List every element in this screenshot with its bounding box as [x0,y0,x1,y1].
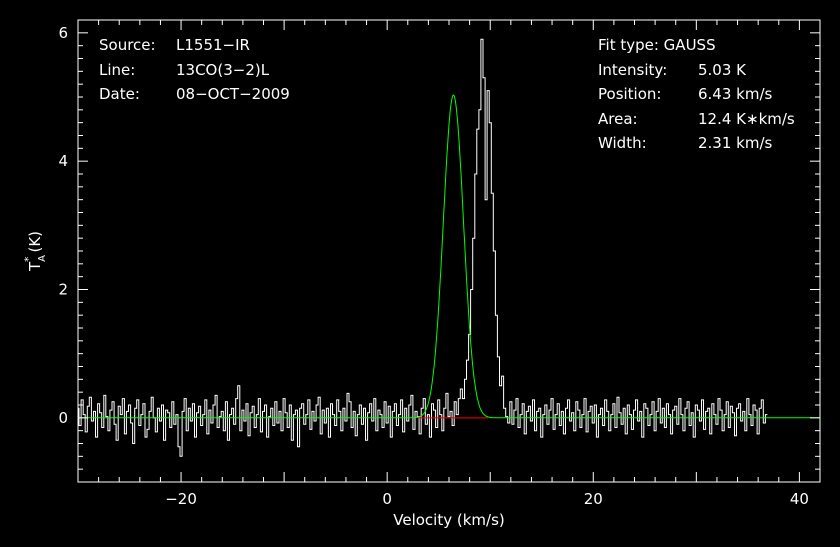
svg-text:TA*(K): TA* (K) [22,231,48,272]
info-left-key: Line: [99,61,135,79]
y-axis-label-sub: A [37,255,48,262]
y-axis-label: TA* (K) [22,231,48,272]
gaussian-fit-line [78,94,820,419]
ticks-layer: −20 0 20 40 0 2 4 6 [58,19,821,508]
info-right-key: Intensity: [598,61,667,79]
y-tick-label: 2 [58,281,68,299]
x-axis-label: Velocity (km/s) [393,511,504,529]
info-left-value: 08−OCT−2009 [176,85,290,103]
fit-type-label: Fit type: GAUSS [598,36,716,54]
info-right-key: Width: [598,134,647,152]
y-axis-label-symbol: T [26,261,44,272]
series-layer [78,38,820,457]
info-panel-right: Fit type: GAUSS Intensity: 5.03 K Positi… [598,36,795,152]
y-tick-label: 4 [58,152,68,170]
y-tick-label: 0 [58,409,68,427]
x-tick-label: −20 [165,490,197,508]
info-left-value: 13CO(3−2)L [176,61,270,79]
x-tick-label: 0 [382,490,392,508]
info-left-value: L1551−IR [176,36,250,54]
y-axis-label-unit: (K) [26,231,44,253]
info-panel-left: Source: L1551−IR Line: 13CO(3−2)L Date: … [99,36,290,103]
info-right-value: 12.4 K∗km/s [698,110,795,128]
info-left-key: Date: [99,85,140,103]
info-right-key: Position: [598,85,661,103]
x-tick-label: 20 [584,490,603,508]
info-right-value: 2.31 km/s [698,134,773,152]
info-right-value: 6.43 km/s [698,85,773,103]
y-tick-label: 6 [58,24,68,42]
x-tick-label: 40 [790,490,809,508]
spectrum-line [78,38,768,457]
y-axis-label-sup: * [22,256,35,262]
info-right-key: Area: [598,110,638,128]
info-left-key: Source: [99,36,156,54]
info-right-value: 5.03 K [698,61,747,79]
